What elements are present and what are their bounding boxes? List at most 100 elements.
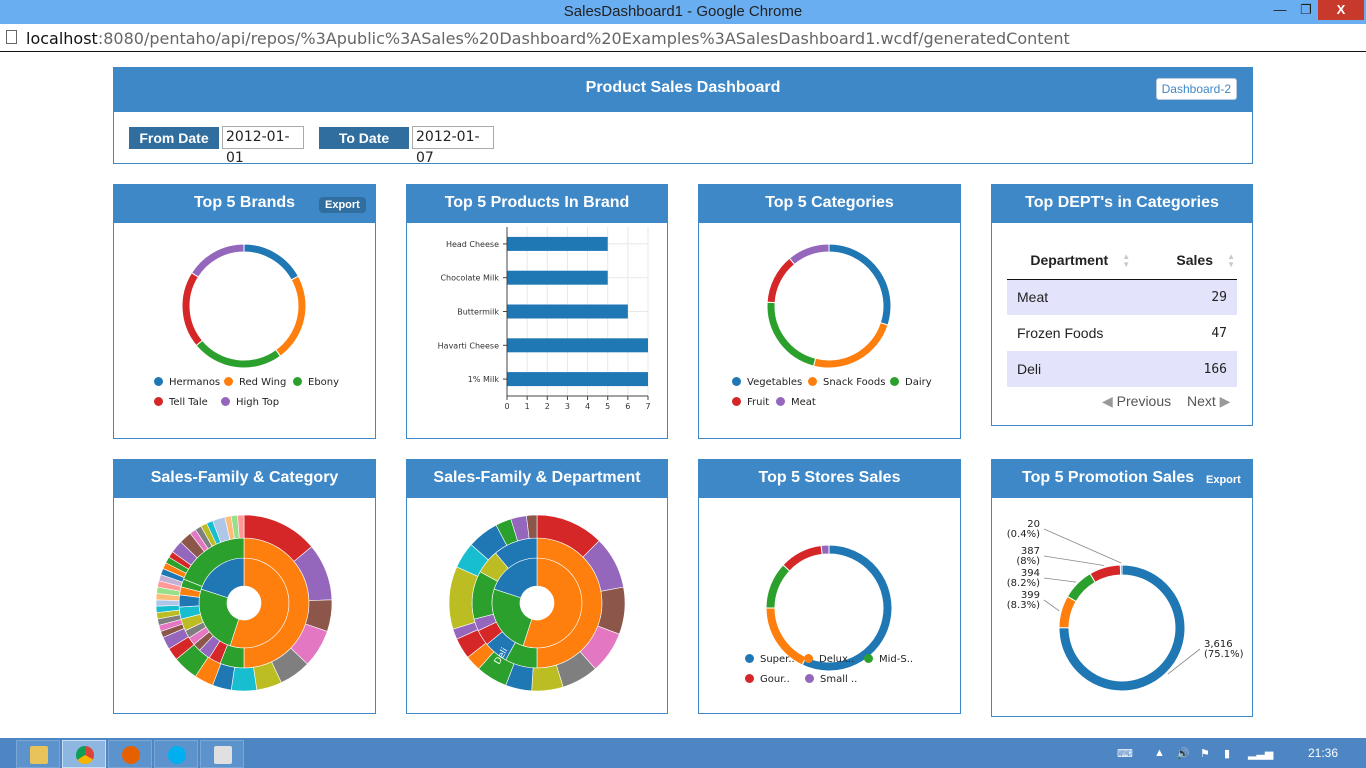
legend-dot (154, 397, 163, 406)
legend-item[interactable]: Hermanos (154, 377, 220, 388)
sales-cell: 47 (1211, 325, 1227, 341)
volume-icon[interactable]: 🔊 (1176, 748, 1190, 760)
folder-icon (30, 746, 48, 764)
x-tick-label: 3 (565, 402, 570, 411)
sort-icon: ▲ ▼ (1122, 252, 1131, 270)
tray-expand-icon[interactable]: ▲ (1154, 747, 1165, 759)
legend-dot (804, 654, 813, 663)
legend-item[interactable]: Meat (776, 397, 816, 408)
panel-title: Sales-Family & Category (114, 460, 375, 498)
flag-icon[interactable]: ⚑ (1200, 748, 1210, 760)
from-date-label: From Date (129, 127, 219, 149)
slice-percent-label: (0.4%) (1007, 529, 1040, 540)
from-date-input[interactable]: 2012-01-01 (222, 126, 304, 166)
battery-icon[interactable]: ▮ (1224, 748, 1231, 760)
sales-column-header[interactable]: Sales ▲ ▼ (1153, 243, 1237, 280)
bar (507, 304, 628, 319)
network-icon[interactable]: ▂▃▅ (1248, 748, 1274, 760)
y-tick-label: Buttermilk (457, 308, 499, 317)
bar (507, 372, 648, 387)
legend-item[interactable]: Delux.. (804, 654, 854, 665)
dept-cell: Meat (1007, 279, 1154, 315)
stores-donut-chart (765, 544, 893, 672)
label-leader-line (1043, 577, 1076, 583)
dashboard-title: Product Sales Dashboard (114, 68, 1252, 112)
label-leader-line (1043, 555, 1105, 566)
taskbar-firefox-button[interactable] (108, 740, 152, 768)
url-text[interactable]: localhost:8080/pentaho/api/repos/%3Apubl… (26, 29, 1070, 48)
legend-label: Super.. (760, 654, 795, 665)
x-tick-label: 0 (504, 402, 509, 411)
dept-header-label: Department (1030, 252, 1109, 269)
next-label: Next (1187, 393, 1216, 409)
legend-item[interactable]: Fruit (732, 397, 769, 408)
donut-slice (1089, 564, 1122, 583)
panel-title: Sales-Family & Department (407, 460, 667, 498)
donut-slice (788, 243, 830, 266)
label-leader-line (1043, 528, 1122, 564)
legend-item[interactable]: Red Wing (224, 377, 286, 388)
next-button[interactable]: Next ▶ (1187, 393, 1230, 410)
legend-item[interactable]: Mid-S.. (864, 654, 913, 665)
x-tick-label: 7 (645, 402, 650, 411)
keyboard-icon[interactable]: ⌨ (1117, 748, 1133, 760)
legend-dot (732, 377, 741, 386)
legend-label: Ebony (308, 377, 340, 388)
donut-slice (812, 322, 889, 369)
previous-button[interactable]: ◀ Previous (1102, 393, 1171, 410)
export-button[interactable]: Export (1206, 474, 1241, 486)
minimize-button[interactable]: — (1273, 2, 1287, 17)
page-icon (6, 30, 17, 44)
close-button[interactable]: X (1318, 0, 1364, 20)
legend-label: Meat (791, 397, 816, 408)
donut-slice (765, 564, 791, 609)
legend-item[interactable]: Snack Foods (808, 377, 885, 388)
taskbar: ⌨ ▲ 🔊 ⚑ ▮ ▂▃▅ 21:36 (0, 738, 1366, 768)
legend-label: Fruit (747, 397, 770, 408)
legend-dot (776, 397, 785, 406)
legend-dot (221, 397, 230, 406)
dashboard-header-panel: Product Sales Dashboard Dashboard-2 From… (113, 67, 1253, 166)
top-depts-panel: Top DEPT's in Categories Department ▲ ▼ Sa… (991, 184, 1253, 426)
sunburst-segment (597, 586, 626, 635)
url-host: localhost (26, 29, 98, 48)
x-tick-label: 2 (545, 402, 550, 411)
address-bar[interactable]: localhost:8080/pentaho/api/repos/%3Apubl… (0, 24, 1366, 52)
table-row: Deli 166 (1007, 351, 1237, 387)
legend-label: Dairy (905, 377, 932, 388)
taskbar-java-button[interactable] (200, 740, 244, 768)
legend-item[interactable]: Tell Tale (154, 397, 208, 408)
taskbar-explorer-button[interactable] (16, 740, 60, 768)
donut-slice (181, 272, 204, 347)
legend-item[interactable]: Small .. (805, 674, 857, 685)
dept-column-header[interactable]: Department ▲ ▼ (1007, 243, 1154, 280)
legend-item[interactable]: Dairy (890, 377, 932, 388)
legend-item[interactable]: Ebony (293, 377, 339, 388)
maximize-button[interactable]: ❐ (1300, 2, 1312, 17)
sales-cell: 166 (1153, 351, 1237, 387)
x-tick-label: 1 (525, 402, 530, 411)
legend-label: Tell Tale (169, 397, 208, 408)
taskbar-chrome-button[interactable] (62, 740, 106, 768)
legend-dot (805, 674, 814, 683)
bar (507, 236, 608, 251)
clock[interactable]: 21:36 (1307, 746, 1338, 760)
previous-label: Previous (1116, 393, 1172, 409)
family-category-sunburst (155, 514, 333, 692)
legend-label: Red Wing (239, 377, 287, 388)
dashboard-2-button[interactable]: Dashboard-2 (1155, 78, 1237, 100)
slice-percent-label: (8.3%) (1007, 600, 1040, 611)
y-tick-label: 1% Milk (468, 375, 500, 384)
legend-item[interactable]: Super.. (745, 654, 795, 665)
export-button[interactable]: Export (319, 197, 366, 213)
chrome-icon (76, 746, 94, 764)
legend-item[interactable]: Gour.. (745, 674, 790, 685)
to-date-label: To Date (319, 127, 409, 149)
slice-percent-label: (8.2%) (1007, 578, 1040, 589)
top-categories-panel: Top 5 Categories Vegetables Snack Foods Da… (698, 184, 961, 439)
legend-item[interactable]: Vegetables (732, 377, 802, 388)
legend-dot (864, 654, 873, 663)
legend-item[interactable]: High Top (221, 397, 279, 408)
taskbar-skype-button[interactable] (154, 740, 198, 768)
to-date-input[interactable]: 2012-01-07 (412, 126, 494, 166)
